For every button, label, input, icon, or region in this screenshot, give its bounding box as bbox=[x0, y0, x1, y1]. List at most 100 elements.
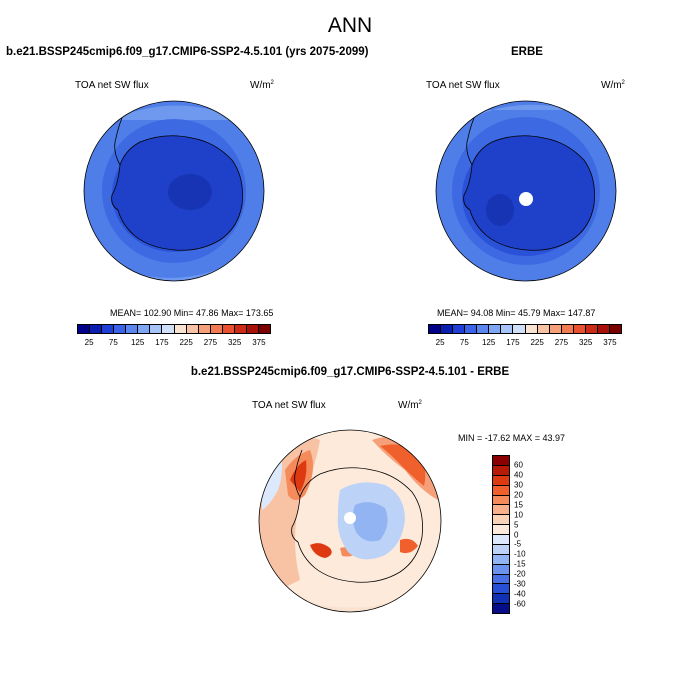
model-colorbar-tick-label: 75 bbox=[108, 338, 118, 347]
obs-colorbar-ticks: 25 75 125 175 225 275 325 375 bbox=[428, 338, 622, 350]
model-colorbar-swatch bbox=[138, 325, 151, 333]
model-panel-title: b.e21.BSSP245cmip6.f09_g17.CMIP6-SSP2-4.… bbox=[6, 46, 369, 58]
obs-colorbar-swatch bbox=[597, 325, 610, 333]
obs-colorbar-swatch bbox=[489, 325, 502, 333]
model-colorbar-swatch bbox=[114, 325, 127, 333]
obs-colorbar-swatch bbox=[585, 325, 598, 333]
diff-colorbar-tick-label: -60 bbox=[514, 599, 526, 609]
obs-colorbar-swatch bbox=[609, 325, 621, 333]
obs-panel-title: ERBE bbox=[511, 46, 543, 58]
model-colorbar-tick-label: 325 bbox=[227, 338, 242, 347]
diff-panel-title: b.e21.BSSP245cmip6.f09_g17.CMIP6-SSP2-4.… bbox=[190, 366, 510, 378]
model-colorbar-tick-label: 25 bbox=[84, 338, 94, 347]
model-colorbar-swatch bbox=[198, 325, 211, 333]
diff-colorbar-swatch bbox=[493, 604, 509, 613]
diff-colorbar-swatch bbox=[493, 564, 509, 575]
model-colorbar-swatch bbox=[102, 325, 115, 333]
diff-colorbar-tick-label: 20 bbox=[514, 490, 523, 500]
obs-colorbar-tick-label: 375 bbox=[603, 338, 617, 347]
diff-colorbar-swatch bbox=[493, 485, 509, 496]
diff-colorbar-tick-label: -10 bbox=[514, 549, 526, 559]
obs-colorbar-swatch bbox=[477, 325, 490, 333]
model-variable-label: TOA net SW flux bbox=[75, 80, 149, 91]
obs-colorbar-tick-label: 75 bbox=[459, 338, 469, 347]
diff-colorbar-swatch bbox=[493, 505, 509, 516]
obs-colorbar-swatch bbox=[465, 325, 478, 333]
obs-stats: MEAN= 94.08 Min= 45.79 Max= 147.87 bbox=[437, 308, 596, 318]
diff-stats: MIN = -17.62 MAX = 43.97 bbox=[458, 433, 566, 443]
diff-colorbar-tick-label: 15 bbox=[514, 500, 523, 510]
model-colorbar-swatch bbox=[90, 325, 103, 333]
obs-colorbar-swatch bbox=[573, 325, 586, 333]
model-colorbar-swatch bbox=[210, 325, 223, 333]
model-stats: MEAN= 102.90 Min= 47.86 Max= 173.65 bbox=[110, 308, 274, 318]
diff-colorbar-tick-label: 10 bbox=[514, 510, 523, 520]
diff-units-label: W/m2 bbox=[398, 400, 422, 411]
diff-colorbar-swatch bbox=[493, 456, 509, 466]
obs-colorbar-tick-label: 225 bbox=[530, 338, 544, 347]
obs-units-label: W/m2 bbox=[601, 80, 625, 91]
model-colorbar-swatch bbox=[150, 325, 163, 333]
obs-colorbar-swatch bbox=[513, 325, 526, 333]
model-colorbar-swatch bbox=[78, 325, 91, 333]
diff-colorbar-ticks: 60 40 30 20 15 10 5 0 -5 -10 -15 -20 -30 -40 -60 bbox=[514, 455, 544, 614]
diff-colorbar-swatch bbox=[493, 495, 509, 506]
model-colorbar-swatch bbox=[246, 325, 259, 333]
diff-colorbar-swatch bbox=[493, 584, 509, 595]
model-colorbar-swatch bbox=[234, 325, 247, 333]
obs-colorbar-tick-label: 325 bbox=[578, 338, 593, 347]
diff-colorbar-swatch bbox=[493, 525, 509, 535]
obs-colorbar-swatch bbox=[525, 325, 538, 333]
model-colorbar-ticks: 25 75 125 175 225 275 325 375 bbox=[77, 338, 271, 350]
diff-colorbar bbox=[492, 455, 510, 614]
model-colorbar-tick-label: 125 bbox=[130, 338, 145, 347]
diff-colorbar-swatch bbox=[493, 535, 509, 545]
model-colorbar-tick-label: 275 bbox=[203, 338, 218, 347]
model-colorbar-swatch bbox=[258, 325, 270, 333]
model-colorbar-tick-label: 225 bbox=[179, 338, 193, 347]
obs-colorbar-tick-label: 125 bbox=[481, 338, 496, 347]
diff-colorbar-tick-label: 30 bbox=[514, 480, 523, 490]
page-title: ANN bbox=[327, 14, 373, 37]
obs-colorbar-tick-label: 25 bbox=[435, 338, 445, 347]
diff-colorbar-swatch bbox=[493, 465, 509, 476]
diff-colorbar-tick-label: 0 bbox=[514, 530, 519, 539]
diff-colorbar-tick-label: 60 bbox=[514, 460, 523, 470]
obs-colorbar bbox=[428, 324, 622, 334]
model-units-label: W/m2 bbox=[250, 80, 274, 91]
obs-colorbar-swatch bbox=[549, 325, 562, 333]
obs-colorbar-swatch bbox=[429, 325, 442, 333]
model-colorbar-swatch bbox=[186, 325, 199, 333]
obs-colorbar-tick-label: 275 bbox=[554, 338, 569, 347]
model-colorbar-swatch bbox=[162, 325, 175, 333]
obs-colorbar-swatch bbox=[453, 325, 466, 333]
obs-colorbar-swatch bbox=[441, 325, 454, 333]
model-colorbar-swatch bbox=[126, 325, 139, 333]
obs-colorbar-tick-label: 175 bbox=[506, 338, 520, 347]
model-colorbar-tick-label: 175 bbox=[155, 338, 169, 347]
diff-colorbar-swatch bbox=[493, 544, 509, 555]
diff-colorbar-swatch bbox=[493, 475, 509, 486]
diff-colorbar-swatch bbox=[493, 574, 509, 585]
obs-colorbar-swatch bbox=[537, 325, 550, 333]
model-colorbar-swatch bbox=[222, 325, 235, 333]
model-colorbar-tick-label: 375 bbox=[252, 338, 266, 347]
diff-colorbar-tick-label: -40 bbox=[514, 589, 526, 599]
model-colorbar bbox=[77, 324, 271, 334]
diff-colorbar-swatch bbox=[493, 554, 509, 565]
diff-variable-label: TOA net SW flux bbox=[252, 400, 326, 411]
diff-colorbar-swatch bbox=[493, 594, 509, 605]
diff-colorbar-swatch bbox=[493, 515, 509, 526]
diff-colorbar-tick-label: -20 bbox=[514, 569, 526, 579]
diff-colorbar-tick-label: 40 bbox=[514, 470, 523, 480]
obs-colorbar-swatch bbox=[501, 325, 514, 333]
obs-colorbar-swatch bbox=[561, 325, 574, 333]
model-colorbar-swatch bbox=[174, 325, 187, 333]
diff-colorbar-tick-label: 5 bbox=[514, 520, 519, 530]
diff-colorbar-tick-label: -30 bbox=[514, 579, 526, 589]
obs-variable-label: TOA net SW flux bbox=[426, 80, 500, 91]
diff-colorbar-tick-label: -15 bbox=[514, 559, 526, 569]
